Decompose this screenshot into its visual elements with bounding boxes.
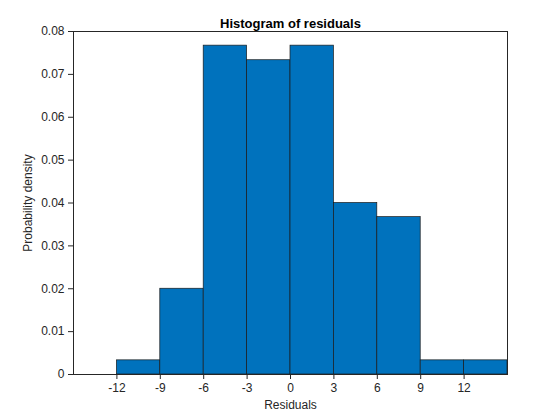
svg-text:0: 0 xyxy=(287,381,294,395)
svg-text:-12: -12 xyxy=(108,381,126,395)
svg-text:Histogram of residuals: Histogram of residuals xyxy=(220,16,361,31)
svg-text:3: 3 xyxy=(331,381,338,395)
svg-text:6: 6 xyxy=(374,381,381,395)
svg-text:-3: -3 xyxy=(242,381,253,395)
svg-text:12: 12 xyxy=(457,381,471,395)
svg-text:0: 0 xyxy=(58,367,65,381)
svg-text:0.08: 0.08 xyxy=(41,24,65,38)
svg-text:9: 9 xyxy=(417,381,424,395)
svg-text:-6: -6 xyxy=(198,381,209,395)
svg-text:0.04: 0.04 xyxy=(41,196,65,210)
svg-text:0.01: 0.01 xyxy=(41,324,65,338)
svg-text:0.07: 0.07 xyxy=(41,67,65,81)
svg-text:Probability density: Probability density xyxy=(21,154,35,251)
svg-text:-9: -9 xyxy=(155,381,166,395)
svg-text:0.02: 0.02 xyxy=(41,282,65,296)
svg-text:Residuals: Residuals xyxy=(264,398,317,412)
svg-text:0.06: 0.06 xyxy=(41,110,65,124)
svg-text:0.03: 0.03 xyxy=(41,239,65,253)
svg-text:0.05: 0.05 xyxy=(41,153,65,167)
